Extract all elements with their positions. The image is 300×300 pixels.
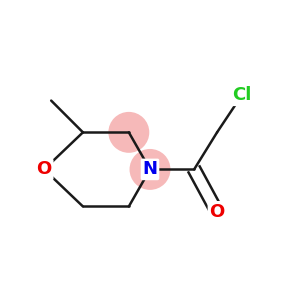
Text: N: N <box>142 160 158 178</box>
Circle shape <box>130 149 170 190</box>
Text: O: O <box>209 203 225 221</box>
Text: Cl: Cl <box>232 86 251 104</box>
Text: O: O <box>37 160 52 178</box>
Text: Cl: Cl <box>232 86 251 104</box>
Text: O: O <box>209 203 225 221</box>
Text: N: N <box>142 160 158 178</box>
Circle shape <box>108 112 149 153</box>
Text: O: O <box>37 160 52 178</box>
